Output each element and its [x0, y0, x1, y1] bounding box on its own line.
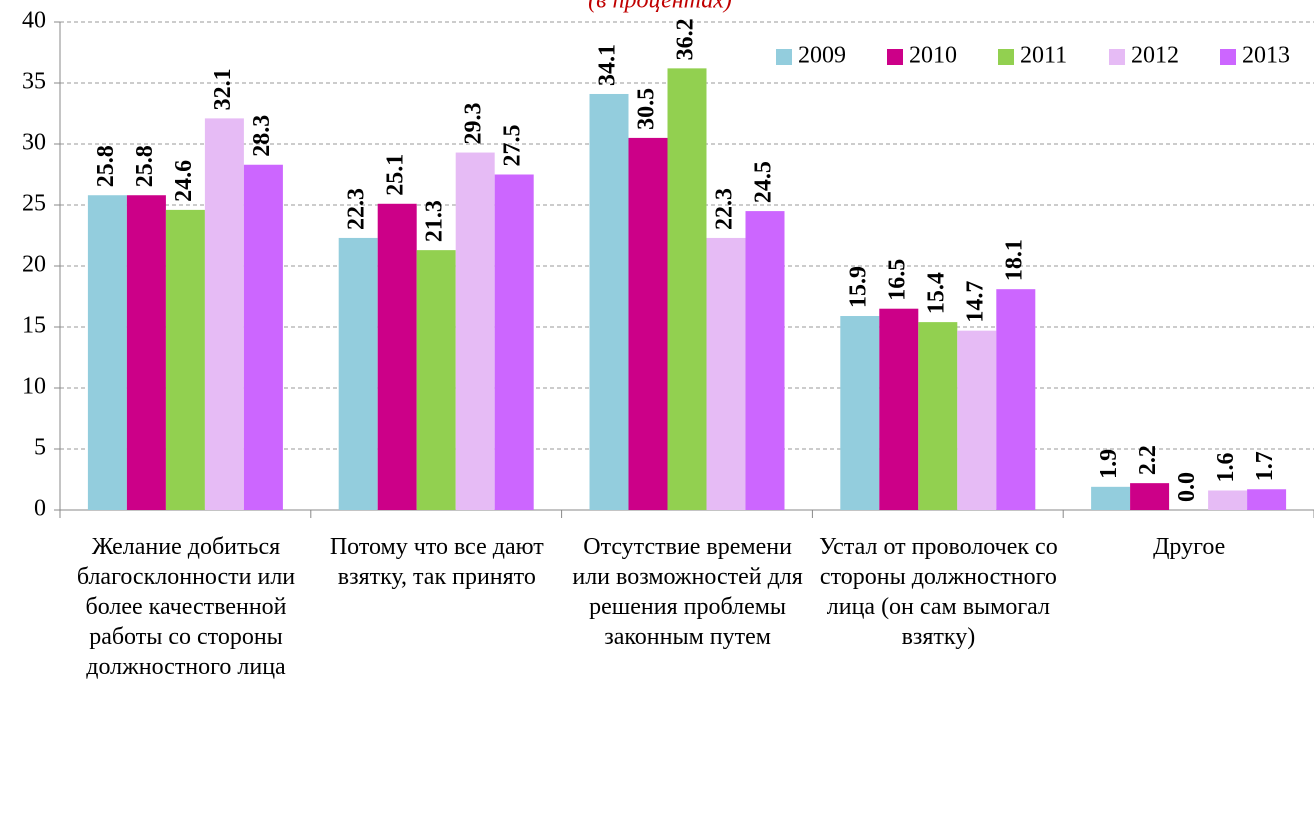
x-tick-label: Отсутствие времени или возможностей для …: [572, 534, 803, 650]
bar: [494, 174, 534, 510]
legend-swatch: [776, 49, 792, 65]
bar: [1130, 483, 1170, 510]
bar: [706, 237, 746, 510]
legend-swatch: [1109, 49, 1125, 65]
chart-subtitle: (в процентах): [588, 0, 732, 14]
y-tick-label: 25: [22, 191, 46, 217]
data-label: 22.3: [712, 188, 738, 230]
data-label: 0.0: [1174, 472, 1200, 502]
bar: [879, 308, 919, 510]
bar: [243, 164, 283, 511]
data-label: 25.8: [93, 145, 119, 187]
x-tick-label: Устал от проволочек со стороны должностн…: [819, 534, 1058, 650]
bar: [1247, 489, 1287, 510]
legend-swatch: [998, 49, 1014, 65]
data-label: 22.3: [344, 188, 370, 230]
data-label: 1.6: [1213, 452, 1239, 482]
data-label: 14.7: [962, 281, 988, 323]
data-label: 21.3: [422, 200, 448, 242]
data-label: 34.1: [595, 44, 621, 86]
data-label: 30.5: [634, 88, 660, 130]
x-tick-label: Другое: [1153, 534, 1226, 560]
bar: [165, 209, 205, 510]
x-tick-label: Желание добиться благосклонности или бол…: [76, 534, 296, 680]
legend-swatch: [887, 49, 903, 65]
bar: [455, 152, 495, 511]
bar: [840, 316, 880, 510]
bar: [338, 237, 378, 510]
legend-label: 2012: [1131, 43, 1179, 69]
bar: [628, 137, 668, 510]
y-tick-label: 10: [22, 374, 46, 400]
y-tick-label: 40: [22, 8, 46, 34]
data-label: 24.5: [751, 161, 777, 203]
bar: [957, 330, 997, 510]
y-tick-label: 5: [34, 435, 46, 461]
data-label: 2.2: [1135, 445, 1161, 475]
data-label: 1.9: [1096, 449, 1122, 479]
legend-swatch: [1220, 49, 1236, 65]
data-label: 15.4: [923, 272, 949, 314]
data-label: 1.7: [1252, 451, 1278, 481]
bar: [377, 203, 417, 510]
data-label: 24.6: [171, 160, 197, 202]
legend-label: 2013: [1242, 43, 1290, 69]
bar: [996, 289, 1036, 510]
bar: [1091, 486, 1131, 510]
data-label: 36.2: [673, 18, 699, 60]
bar: [126, 195, 166, 511]
data-label: 15.9: [845, 266, 871, 308]
legend-label: 2009: [798, 43, 846, 69]
data-label: 32.1: [210, 68, 236, 110]
bar: [204, 118, 244, 510]
data-label: 28.3: [249, 115, 275, 157]
bar: [745, 211, 785, 510]
bar: [416, 250, 456, 510]
legend-label: 2010: [909, 43, 957, 69]
y-tick-label: 35: [22, 69, 46, 95]
data-label: 25.8: [132, 145, 158, 187]
data-label: 18.1: [1001, 239, 1027, 281]
data-label: 27.5: [500, 125, 526, 167]
y-tick-label: 0: [34, 496, 46, 522]
bar: [1208, 490, 1248, 510]
bar: [918, 322, 958, 510]
y-tick-label: 15: [22, 313, 46, 339]
y-tick-label: 20: [22, 252, 46, 278]
bar: [589, 93, 629, 510]
bar: [667, 68, 707, 511]
bar: [87, 195, 127, 511]
data-label: 16.5: [884, 259, 910, 301]
data-label: 29.3: [461, 103, 487, 145]
y-tick-label: 30: [22, 130, 46, 156]
legend-label: 2011: [1020, 43, 1067, 69]
data-label: 25.1: [383, 154, 409, 196]
x-tick-label: Потому что все дают взятку, так принято: [329, 534, 544, 590]
